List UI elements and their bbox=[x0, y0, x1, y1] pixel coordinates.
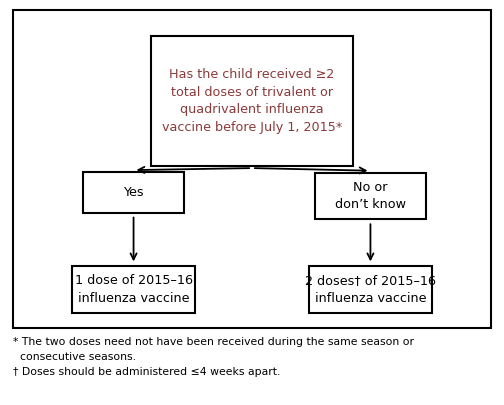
Text: Yes: Yes bbox=[123, 186, 144, 199]
Bar bbox=[315, 173, 426, 220]
Text: 2 doses† of 2015–16
influenza vaccine: 2 doses† of 2015–16 influenza vaccine bbox=[305, 274, 436, 305]
Text: 1 dose of 2015–16
influenza vaccine: 1 dose of 2015–16 influenza vaccine bbox=[75, 274, 193, 305]
Text: No or
don’t know: No or don’t know bbox=[335, 181, 406, 211]
Bar bbox=[72, 266, 196, 313]
Bar bbox=[83, 172, 184, 213]
Text: † Doses should be administered ≤4 weeks apart.: † Doses should be administered ≤4 weeks … bbox=[13, 367, 280, 377]
Text: consecutive seasons.: consecutive seasons. bbox=[13, 352, 136, 362]
Text: Has the child received ≥2
total doses of trivalent or
quadrivalent influenza
vac: Has the child received ≥2 total doses of… bbox=[162, 68, 342, 134]
Text: * The two doses need not have been received during the same season or: * The two doses need not have been recei… bbox=[13, 337, 414, 347]
Bar bbox=[13, 10, 491, 328]
Bar bbox=[308, 266, 432, 313]
Bar bbox=[151, 36, 353, 166]
